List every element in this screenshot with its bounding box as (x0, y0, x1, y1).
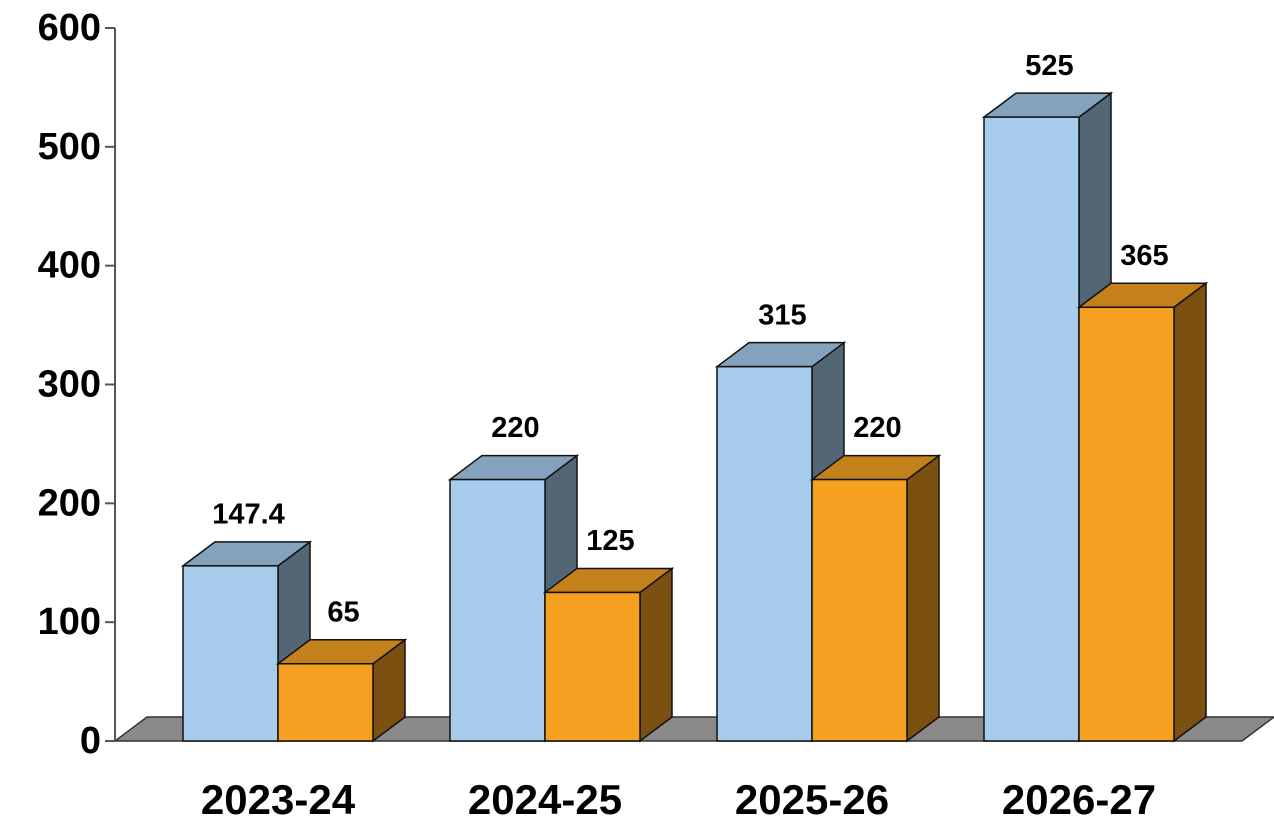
value-label: 220 (491, 412, 539, 444)
y-tick-label: 500 (38, 126, 101, 168)
y-tick-label: 0 (80, 720, 101, 762)
y-tick-label: 200 (38, 482, 101, 524)
value-label: 147.4 (212, 498, 285, 530)
chart: 0 100 200 300 400 500 600 2023-24 147.4 65 2024-25… (0, 0, 1274, 828)
bar-front (984, 117, 1079, 741)
value-label: 125 (586, 525, 634, 557)
y-tick-label: 300 (38, 364, 101, 406)
bar-side (640, 568, 672, 741)
bar-side (907, 456, 939, 741)
value-label: 65 (327, 596, 359, 628)
bar (545, 568, 672, 741)
bar-side (1174, 283, 1206, 741)
bar-front (717, 367, 812, 741)
bar-front (1079, 307, 1174, 741)
value-label: 315 (758, 299, 806, 331)
value-label: 220 (853, 412, 901, 444)
y-tick-label: 100 (38, 601, 101, 643)
bar (1079, 283, 1206, 741)
bar-front (278, 664, 373, 741)
x-tick-label: 2026-27 (1002, 776, 1156, 823)
bar (278, 640, 405, 741)
x-tick-label: 2024-25 (468, 776, 622, 823)
bar-front (450, 480, 545, 741)
x-tick-label: 2023-24 (201, 776, 356, 823)
value-label: 365 (1120, 240, 1168, 272)
x-tick-label: 2025-26 (735, 776, 889, 823)
bar-front (812, 480, 907, 741)
bar-front (183, 566, 278, 741)
bar-front (545, 592, 640, 741)
bar (812, 456, 939, 741)
y-tick-label: 400 (38, 245, 101, 287)
y-tick-label: 600 (38, 7, 101, 49)
value-label: 525 (1025, 50, 1073, 82)
